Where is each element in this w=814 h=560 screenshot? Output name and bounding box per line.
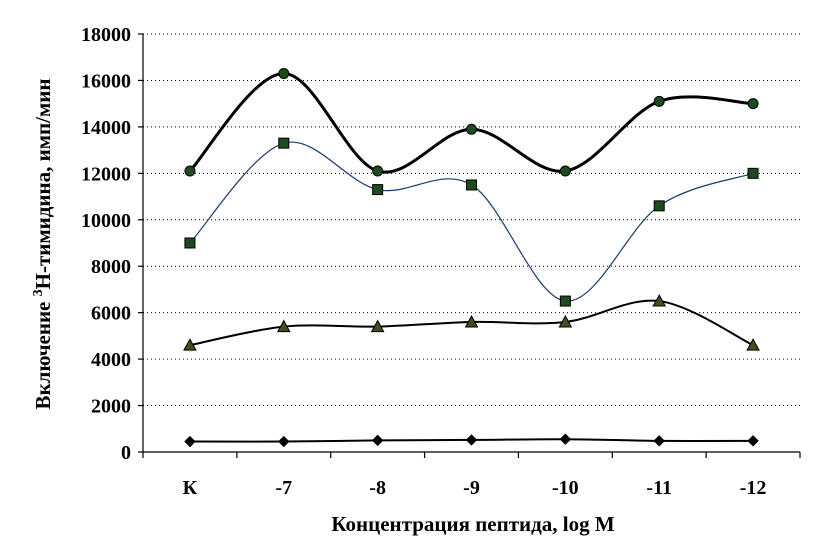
data-point-diamond: [184, 435, 196, 448]
data-point-triangle: [652, 294, 667, 307]
data-point-square: [653, 200, 665, 212]
series-3: [183, 294, 760, 351]
y-tick-label: 4000: [91, 349, 131, 371]
y-axis-title-suffix: Н-тимидина, имп/мин: [31, 79, 55, 290]
data-point-circle: [372, 165, 384, 177]
data-point-diamond: [465, 434, 478, 446]
y-tick-label: 6000: [91, 303, 131, 325]
y-tick-label: 18000: [81, 24, 131, 46]
data-point-square: [184, 237, 196, 249]
data-point-triangle: [183, 338, 197, 351]
x-tick-label: -11: [646, 477, 672, 499]
data-point-diamond: [747, 435, 759, 447]
x-tick-label: -10: [552, 477, 579, 499]
x-tick-label: -9: [463, 477, 480, 499]
series-2-line: [189, 141, 754, 302]
y-tick-label: 0: [121, 442, 131, 464]
y-tick-label: 10000: [81, 210, 131, 232]
data-point-diamond: [371, 434, 384, 447]
y-tick-label: 12000: [81, 163, 131, 185]
data-point-diamond: [653, 435, 665, 447]
data-point-square: [372, 184, 384, 196]
series-1: [184, 67, 759, 177]
y-axis-title-superscript: 3: [31, 289, 46, 296]
y-tick-label: 8000: [91, 256, 131, 278]
data-point-triangle: [276, 319, 291, 333]
data-point-circle: [559, 165, 571, 177]
data-point-square: [559, 295, 571, 307]
series-1-line: [188, 71, 754, 174]
data-point-circle: [278, 67, 290, 79]
series-4: [184, 433, 759, 448]
data-point-square: [466, 179, 477, 191]
data-point-circle: [653, 95, 665, 107]
data-point-circle: [184, 165, 196, 177]
data-point-diamond: [278, 435, 290, 448]
series-2: [184, 137, 759, 307]
x-tick-labels: К -7 -8 -9 -10 -11 -12: [183, 477, 767, 499]
x-axis-title: Концентрация пептида, log M: [331, 512, 615, 536]
data-point-square: [747, 167, 759, 179]
data-point-diamond: [559, 433, 572, 445]
data-point-triangle: [464, 314, 479, 328]
data-point-square: [278, 137, 290, 149]
x-tick-label: -7: [275, 477, 292, 499]
series-group: [183, 67, 760, 448]
y-axis-title-prefix: Включение: [31, 296, 55, 409]
x-tick-label: -8: [369, 477, 386, 499]
x-tick-label: -12: [740, 477, 767, 499]
y-tick-labels: 0 2000 4000 6000 8000 10000 12000 14000 16000 180…: [81, 24, 131, 464]
data-point-circle: [466, 123, 477, 135]
data-point-triangle: [370, 319, 385, 333]
y-tick-label: 14000: [81, 117, 131, 139]
axes: [138, 33, 801, 458]
x-tick-label: К: [183, 477, 198, 499]
data-point-triangle: [558, 314, 573, 328]
data-point-circle: [747, 98, 759, 110]
data-point-triangle: [746, 338, 760, 351]
y-axis-title: Включение 3Н-тимидина, имп/мин: [31, 79, 55, 410]
gridlines: [143, 33, 800, 407]
y-tick-label: 16000: [81, 70, 131, 92]
y-tick-label: 2000: [91, 396, 131, 418]
